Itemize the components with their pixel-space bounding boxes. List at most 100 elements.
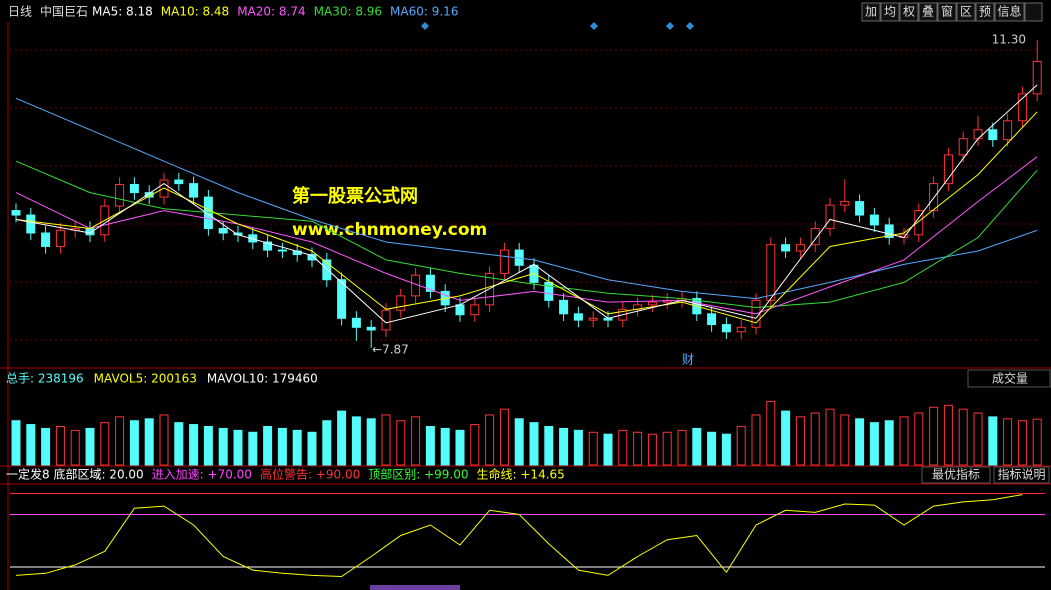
toolbar-button[interactable]: [861, 2, 881, 22]
volume-bar: [1032, 418, 1042, 466]
volume-bar: [751, 414, 761, 466]
stock-name: 中国巨石: [40, 4, 88, 19]
candle-body: [721, 324, 731, 333]
candle-body: [781, 244, 791, 252]
candle-body: [218, 228, 228, 234]
candle-body: [26, 214, 36, 234]
ma-line: [15, 156, 1038, 315]
candle-body: [351, 317, 361, 328]
volume-bar: [233, 429, 243, 466]
volume-bar: [840, 414, 850, 466]
candle-body: [588, 317, 598, 321]
ma-label: MA60: 9.16: [390, 5, 458, 19]
candle-body: [55, 229, 65, 247]
volume-bar: [277, 427, 287, 466]
candle-body: [1003, 120, 1013, 141]
volume-bar: [588, 431, 598, 466]
toolbar-button[interactable]: [899, 2, 919, 22]
toolbar-button[interactable]: [880, 2, 900, 22]
toolbar-button[interactable]: [1024, 2, 1043, 22]
indicator-button[interactable]: [993, 466, 1050, 484]
volume-bar: [914, 412, 924, 466]
toolbar-button[interactable]: [918, 2, 938, 22]
volume-bar: [337, 410, 347, 466]
volume-bar: [411, 416, 421, 466]
event-label: 财: [682, 353, 694, 367]
candle-body: [381, 309, 391, 331]
toolbar-button[interactable]: [975, 2, 995, 22]
toolbar-label: 区: [960, 5, 972, 19]
markers: [421, 22, 694, 30]
candle-body: [544, 281, 554, 301]
volume-bar: [366, 418, 376, 466]
ma-line: [15, 160, 1038, 309]
volume-bar: [544, 426, 554, 466]
volume-bar: [85, 427, 95, 466]
volume-bar: [100, 422, 110, 466]
volume-bar: [1017, 420, 1027, 466]
ma-label: MA5: 8.18: [92, 5, 153, 19]
candle-body: [41, 232, 51, 247]
candle-body: [189, 183, 199, 198]
volume-bar: [766, 400, 776, 466]
candle-body: [11, 210, 21, 216]
volume-bar: [11, 420, 21, 466]
volume-bar: [943, 404, 953, 466]
volume-bar: [322, 420, 332, 466]
candle-body: [766, 244, 776, 301]
candle-body: [1017, 93, 1027, 122]
watermark: www.chnmoney.com: [292, 220, 487, 240]
candle-body: [425, 274, 435, 292]
volume-bar: [129, 420, 139, 466]
toolbar-label: 均: [884, 5, 896, 19]
toolbar-button[interactable]: [937, 2, 957, 22]
volume-bar: [263, 426, 273, 466]
volume-bar: [26, 424, 36, 466]
indicator-label: 生命线: +14.65: [477, 467, 565, 482]
toolbar-button[interactable]: [956, 2, 976, 22]
volume-label: MAVOL10: 179460: [207, 372, 318, 386]
volume-bar: [189, 424, 199, 466]
indicator-label: 进入加速: +70.00: [152, 468, 252, 482]
volume-bar: [159, 414, 169, 466]
candle-body: [958, 138, 968, 156]
volume-bar: [618, 429, 628, 466]
toolbar-label: 窗: [941, 5, 953, 19]
volume-bar: [662, 431, 672, 466]
indicator-line: [15, 494, 1023, 578]
ma-label: MA20: 8.74: [237, 5, 305, 19]
grid: [10, 49, 1040, 341]
volume-bar: [41, 427, 51, 466]
candle-body: [366, 326, 376, 331]
volume-bar: [736, 426, 746, 466]
volume-bar: [485, 414, 495, 466]
candle-body: [322, 259, 332, 281]
volume-bar: [810, 412, 820, 466]
volume-bar: [573, 429, 583, 466]
volume-bar: [174, 422, 184, 466]
volume-button[interactable]: [967, 369, 1051, 388]
toolbar-button[interactable]: [994, 2, 1025, 22]
watermark: 第一股票公式网: [292, 185, 418, 207]
toolbar-label: 预: [979, 5, 991, 19]
candle-body: [1032, 61, 1042, 95]
volume-bar: [307, 431, 317, 466]
volume-bar: [647, 433, 657, 466]
candle-body: [455, 304, 465, 316]
candle-body: [277, 249, 287, 252]
candle-body: [115, 184, 125, 207]
volume-bar: [603, 433, 613, 466]
indicator-button[interactable]: [921, 466, 991, 484]
volume-bar: [144, 418, 154, 466]
indicator-button-label: 最优指标: [932, 467, 980, 482]
volume-bar: [869, 422, 879, 466]
candle-body: [573, 313, 583, 321]
candle-body: [855, 201, 865, 216]
indicator-label: 一定发8 底部区域: 20.00: [6, 467, 144, 482]
volume-bar: [70, 429, 80, 466]
volume-bar: [825, 408, 835, 466]
candle-body: [470, 304, 480, 316]
volume-bar: [529, 422, 539, 466]
period: 日线: [8, 5, 32, 19]
